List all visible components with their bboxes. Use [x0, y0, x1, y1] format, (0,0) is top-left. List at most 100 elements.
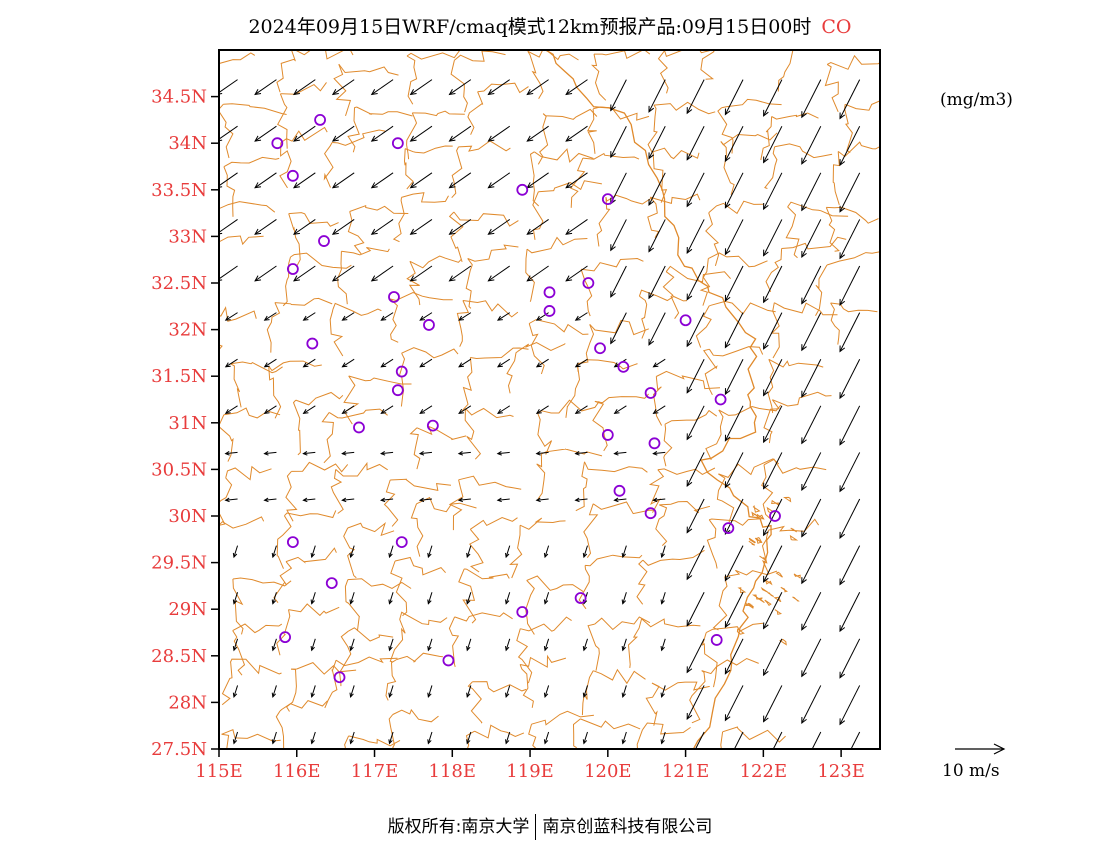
- county-boundary: [268, 365, 282, 419]
- county-boundary: [344, 735, 350, 749]
- wind-arrow: [839, 358, 861, 400]
- wind-arrow: [839, 638, 861, 679]
- county-boundary: [219, 224, 220, 234]
- footer-right: 南京创蓝科技有限公司: [542, 817, 713, 837]
- island: [748, 540, 756, 546]
- wind-arrow: [302, 312, 316, 321]
- wind-arrow: [224, 497, 238, 503]
- wind-arrow: [763, 498, 783, 537]
- wind-arrow: [686, 452, 705, 488]
- wind-arrow: [535, 405, 549, 415]
- county-boundary: [663, 424, 673, 467]
- county-boundary: [702, 348, 718, 396]
- county-boundary: [225, 465, 272, 481]
- county-boundary: [605, 194, 654, 205]
- wind-arrow: [293, 172, 316, 189]
- county-boundary: [406, 55, 418, 105]
- county-boundary: [565, 364, 581, 418]
- county-boundary: [282, 256, 291, 307]
- wind-arrow: [263, 451, 277, 456]
- wind-arrow: [724, 638, 744, 675]
- wind-arrow: [458, 358, 472, 368]
- county-boundary: [575, 461, 588, 512]
- wind-arrow: [505, 592, 511, 605]
- wind-arrow: [724, 452, 744, 489]
- county-boundary: [406, 112, 418, 160]
- wind-arrow: [419, 312, 433, 321]
- island: [779, 638, 787, 646]
- county-boundary: [774, 143, 833, 159]
- county-boundary: [787, 201, 849, 217]
- county-boundary: [396, 652, 443, 663]
- wind-arrow: [801, 219, 822, 259]
- county-boundary: [582, 152, 640, 160]
- wind-arrow: [370, 265, 394, 282]
- station-marker: [423, 319, 435, 331]
- lat-tick-label: 27.5N: [151, 739, 207, 760]
- county-boundary: [467, 681, 483, 724]
- wind-arrow: [224, 312, 238, 321]
- wind-arrow: [349, 592, 355, 605]
- county-boundary: [347, 521, 395, 537]
- county-boundary: [596, 197, 611, 247]
- wind-arrow: [763, 265, 783, 304]
- wind-arrow: [448, 172, 472, 189]
- county-boundary: [585, 554, 643, 567]
- county-boundary: [720, 141, 735, 195]
- county-boundary: [348, 735, 401, 747]
- lat-tick-label: 32.5N: [151, 273, 207, 294]
- county-boundary: [335, 461, 388, 477]
- county-boundary: [581, 670, 594, 716]
- wind-arrow: [302, 405, 316, 415]
- county-boundary: [292, 399, 301, 456]
- wind-arrow: [801, 125, 822, 165]
- county-boundary: [774, 302, 838, 316]
- lat-tick-label: 33.5N: [151, 180, 207, 201]
- island: [751, 594, 762, 600]
- wind-arrow: [232, 731, 239, 745]
- wind-arrow: [526, 219, 549, 235]
- county-boundary: [347, 578, 412, 589]
- station-marker: [601, 193, 614, 206]
- wind-arrow: [331, 125, 355, 142]
- unit-label: (mg/m3): [940, 90, 1013, 110]
- county-boundary: [708, 252, 768, 268]
- county-boundary: [825, 207, 840, 252]
- county-boundary: [664, 50, 714, 58]
- island: [748, 537, 756, 544]
- coastline: [545, 50, 772, 749]
- wind-arrow: [648, 172, 666, 207]
- county-boundary: [527, 51, 544, 99]
- county-boundary: [341, 247, 390, 256]
- lat-tick-label: 31N: [168, 413, 207, 434]
- county-boundary: [542, 108, 598, 120]
- wind-arrow: [388, 685, 394, 698]
- county-boundary: [537, 113, 549, 165]
- county-boundary: [467, 244, 519, 262]
- map-title: 2024年09月15日WRF/cmaq模式12km预报产品:09月15日00时 C…: [0, 12, 1100, 39]
- wind-arrow: [839, 79, 861, 120]
- station-marker: [286, 263, 299, 275]
- county-boundary: [706, 519, 718, 569]
- island: [759, 555, 766, 561]
- wind-arrow: [648, 79, 666, 113]
- county-boundary: [592, 501, 656, 515]
- county-boundary: [285, 471, 298, 522]
- county-boundary: [477, 82, 529, 94]
- wind-arrow: [582, 638, 588, 652]
- county-boundary: [641, 618, 701, 628]
- county-boundary: [760, 116, 773, 161]
- county-boundary: [642, 549, 705, 566]
- county-boundary: [659, 500, 711, 514]
- lat-tick-label: 29.5N: [151, 553, 207, 574]
- wind-arrow: [370, 79, 394, 96]
- county-boundary: [519, 654, 567, 668]
- wind-arrow: [526, 265, 549, 282]
- county-boundary: [824, 63, 839, 112]
- county-boundary: [695, 304, 712, 348]
- county-boundary: [541, 448, 603, 457]
- county-boundary: [708, 346, 764, 357]
- county-boundary: [328, 408, 388, 419]
- county-boundary: [219, 414, 234, 462]
- wind-arrow: [310, 545, 316, 559]
